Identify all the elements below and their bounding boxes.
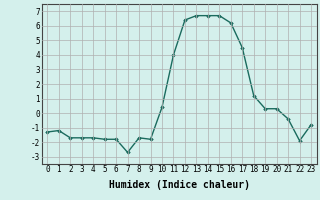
X-axis label: Humidex (Indice chaleur): Humidex (Indice chaleur) <box>109 180 250 190</box>
